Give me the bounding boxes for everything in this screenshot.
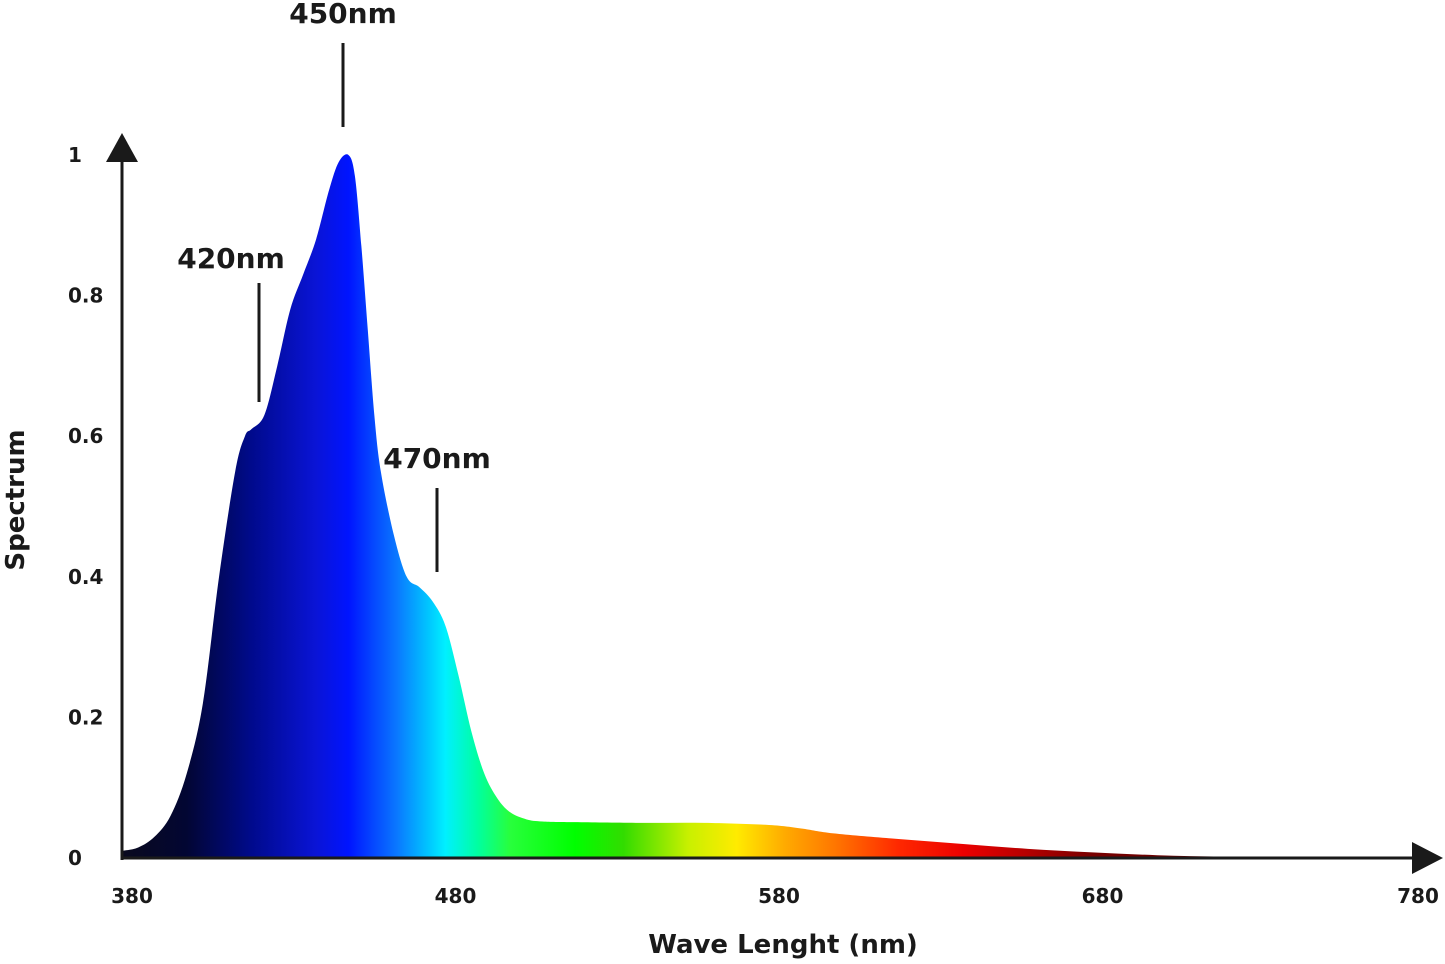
y-tick-label: 0.2 [68, 705, 103, 729]
axes-layer [106, 133, 1443, 874]
y-axis-arrow-icon [106, 133, 138, 162]
x-tick-label: 680 [1082, 884, 1124, 908]
x-axis-title: Wave Lenght (nm) [648, 930, 918, 960]
x-tick-label: 380 [111, 884, 153, 908]
x-tick-label: 580 [758, 884, 800, 908]
area-layer [122, 154, 1416, 858]
y-tick-label: 0.8 [68, 284, 103, 308]
spectrum-area [122, 154, 1416, 858]
x-axis-arrow-icon [1412, 842, 1443, 874]
x-tick-label: 480 [435, 884, 477, 908]
y-tick-label: 0 [68, 846, 82, 870]
annotation-layer: 420nm 450nm 470nm [177, 0, 491, 572]
peak-label: 450nm [289, 0, 397, 30]
x-tick-label: 780 [1397, 884, 1439, 908]
y-axis-title: Spectrum [1, 429, 31, 570]
peak-label: 420nm [177, 242, 285, 275]
tick-layer: 380 480 580 680 780 0 0.2 0.4 0.6 0.8 1 [68, 143, 1439, 908]
peak-label: 470nm [383, 442, 491, 475]
y-tick-label: 1 [68, 143, 82, 167]
y-tick-label: 0.4 [68, 565, 103, 589]
y-tick-label: 0.6 [68, 424, 103, 448]
